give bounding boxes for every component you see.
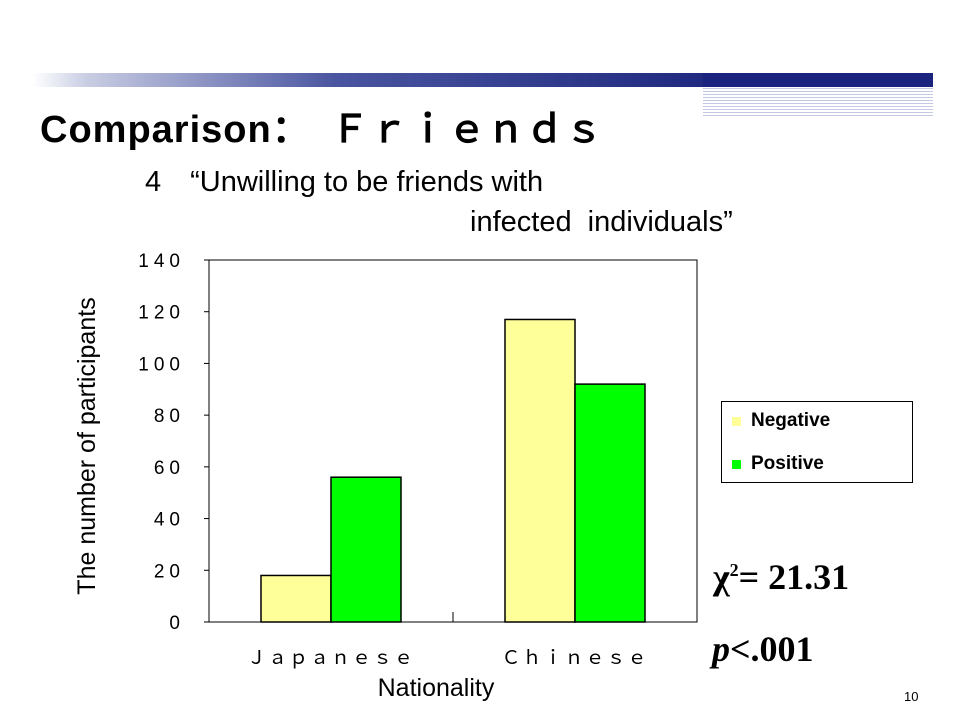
y-tick-label: 120 [138, 303, 185, 324]
chart-legend: Negative Positive [721, 401, 913, 483]
y-tick-label: 100 [138, 354, 185, 375]
legend-label-negative: Negative [751, 410, 831, 431]
header-gradient-bar [33, 73, 703, 87]
header-stripe-decoration [703, 88, 933, 118]
legend-swatch-positive [732, 459, 741, 469]
bar-negative-0 [260, 574, 332, 623]
legend-swatch-negative [732, 416, 741, 426]
bar-positive-0 [330, 476, 402, 623]
legend-item-positive: Positive [732, 453, 824, 474]
p-value-statistic: p<.001 [712, 628, 814, 670]
y-tick-label: 80 [154, 406, 185, 427]
chi-square-statistic: χ2= 21.31 [713, 556, 849, 598]
header-dark-bar [703, 73, 933, 87]
p-value: <.001 [730, 629, 814, 669]
chi-symbol: χ [713, 557, 730, 597]
y-axis-title: The number of participants [73, 297, 101, 594]
x-category-label: Ｃｈｉｎｅｓｅ [501, 648, 648, 669]
x-axis-title: Nationality [378, 674, 495, 702]
y-tick-label: 0 [169, 613, 185, 634]
slide-subtitle-line1: 4 “Unwilling to be friends with [145, 166, 544, 198]
legend-label-positive: Positive [751, 453, 824, 474]
y-tick-label: 40 [154, 510, 185, 531]
legend-item-negative: Negative [732, 410, 831, 431]
page-number: 10 [904, 689, 919, 704]
chi-exponent: 2 [729, 560, 739, 580]
bar-positive-1 [574, 383, 646, 623]
slide-subtitle-line2: infected individuals” [470, 206, 733, 238]
chi-value: = 21.31 [738, 557, 850, 597]
slide-title: Comparison： Ｆｒｉｅｎｄｓ [40, 109, 604, 151]
p-label: p [712, 629, 730, 669]
x-category-label: Ｊａｐａｎｅｓｅ [247, 648, 415, 669]
bar-negative-1 [504, 318, 576, 623]
y-tick-label: 60 [154, 458, 185, 479]
y-tick-label: 20 [154, 561, 185, 582]
y-tick-label: 140 [138, 251, 185, 272]
